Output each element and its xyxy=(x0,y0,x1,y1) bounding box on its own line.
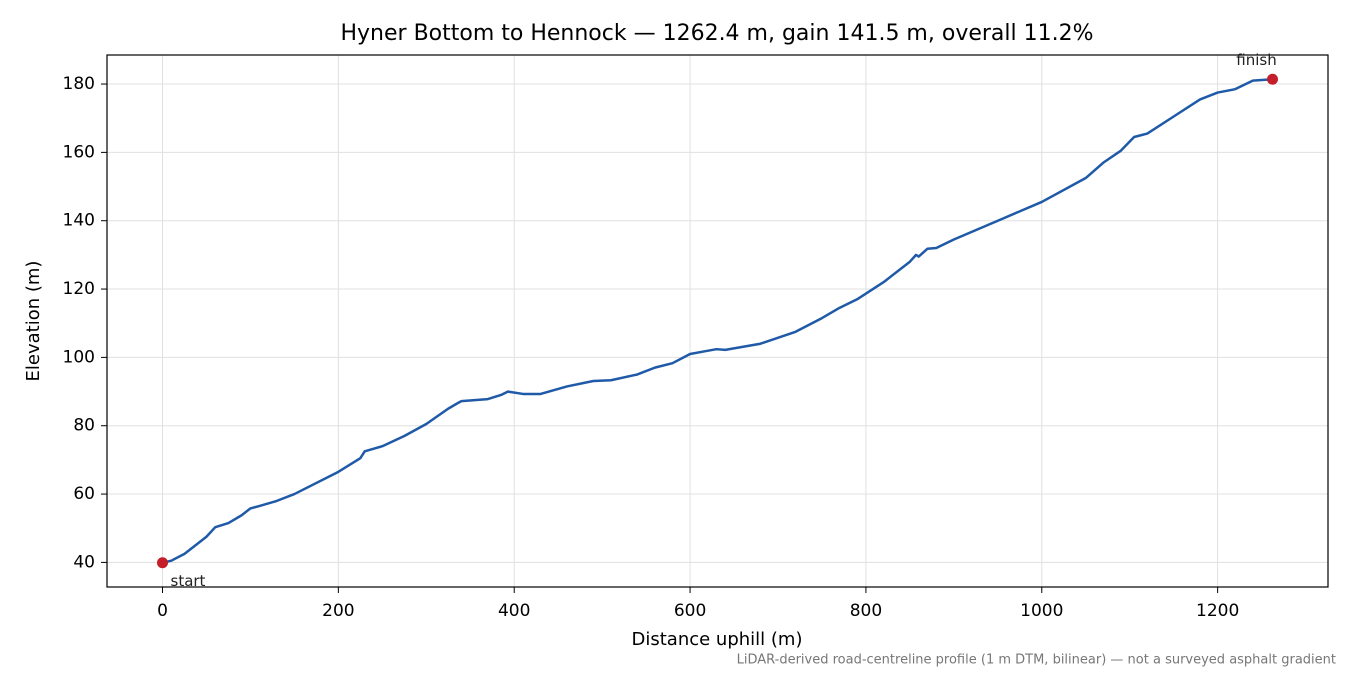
y-tick-label: 80 xyxy=(73,416,95,436)
y-tick-label: 40 xyxy=(73,552,95,572)
x-tick-label: 1000 xyxy=(1020,601,1063,621)
x-tick-label: 1200 xyxy=(1196,601,1239,621)
y-tick-label: 180 xyxy=(63,74,95,94)
x-tick-label: 0 xyxy=(157,601,168,621)
y-axis-label: Elevation (m) xyxy=(23,261,44,382)
x-tick-label: 800 xyxy=(850,601,882,621)
endpoint-label: finish xyxy=(1236,51,1276,69)
x-tick-label: 400 xyxy=(498,601,530,621)
y-tick-label: 60 xyxy=(73,484,95,504)
x-tick-label: 600 xyxy=(674,601,706,621)
plot-frame xyxy=(106,54,1329,588)
y-tick-label: 120 xyxy=(63,279,95,299)
endpoint-label: start xyxy=(171,572,206,590)
endpoint-marker xyxy=(157,557,168,569)
x-tick-label: 200 xyxy=(322,601,354,621)
profile-line xyxy=(162,78,1273,564)
x-axis-label: Distance uphill (m) xyxy=(632,629,803,650)
y-tick-label: 160 xyxy=(63,142,95,162)
endpoint-marker xyxy=(1267,73,1278,85)
y-tick-label: 100 xyxy=(63,347,95,367)
footnote: LiDAR-derived road-centreline profile (1… xyxy=(737,653,1336,668)
y-tick-label: 140 xyxy=(63,211,95,231)
chart-title: Hyner Bottom to Hennock — 1262.4 m, gain… xyxy=(340,21,1093,46)
